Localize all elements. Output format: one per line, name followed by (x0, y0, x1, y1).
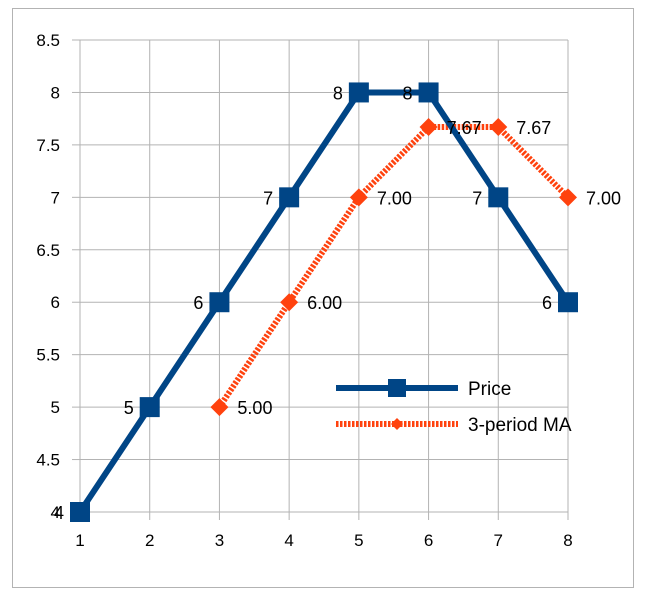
x-tick-label: 8 (563, 531, 572, 550)
legend-label: 3-period MA (468, 415, 572, 436)
y-tick-label: 6 (51, 293, 60, 312)
y-tick-label: 7.5 (36, 136, 60, 155)
series-layer: 4 5 6 7 8 8 7 6 5.00 6.00 7.00 7.67 7.67 7.00 (54, 82, 621, 523)
point-ma (559, 188, 577, 207)
legend-marker-price (388, 379, 406, 397)
data-label-ma: 7.00 (377, 188, 412, 208)
y-tick-label: 6.5 (36, 241, 60, 260)
point-price (418, 82, 439, 103)
point-price (279, 187, 300, 208)
point-price (488, 187, 509, 208)
x-tick-label: 7 (494, 531, 503, 550)
tick-labels: 4 4.5 5 5.5 6 6.5 7 7.5 8 8.5 1 2 3 4 5 6 7 8 (36, 31, 572, 550)
point-price (70, 502, 90, 522)
legend-label: Price (468, 379, 511, 400)
y-tick-label: 5.5 (36, 346, 60, 365)
data-label-ma: 6.00 (307, 293, 342, 313)
point-price (558, 292, 578, 313)
data-label-price: 5 (124, 398, 134, 418)
y-tick-label: 8 (51, 83, 60, 102)
y-tick-label: 7 (51, 188, 60, 207)
data-label-ma: 5.00 (237, 398, 272, 418)
x-tick-label: 5 (354, 531, 363, 550)
point-ma (280, 293, 299, 312)
data-label-ma: 7.67 (447, 118, 482, 138)
point-price (139, 397, 160, 418)
point-ma (210, 398, 229, 417)
data-label-price: 8 (403, 83, 413, 103)
series-line-ma (216, 124, 571, 409)
x-tick-label: 4 (284, 531, 293, 550)
data-label-ma: 7.67 (516, 118, 551, 138)
data-label-price: 6 (193, 293, 203, 313)
y-tick-label: 8.5 (36, 31, 60, 50)
y-tick-label: 4.5 (36, 451, 60, 470)
data-label-price: 6 (542, 293, 552, 313)
grid-lines (79, 39, 569, 513)
data-label-price: 4 (54, 503, 64, 523)
data-label-price: 7 (263, 188, 273, 208)
series-line-price (77, 89, 571, 514)
point-ma (419, 118, 438, 137)
y-tick-label: 4 (51, 503, 60, 522)
data-label-price: 8 (333, 83, 343, 103)
data-label-ma: 7.00 (586, 188, 621, 208)
x-tick-label: 6 (424, 531, 433, 550)
y-tick-label: 5 (51, 398, 60, 417)
axes (72, 39, 569, 520)
x-tick-label: 2 (145, 531, 154, 550)
point-ma (489, 118, 508, 137)
point-price (348, 82, 369, 103)
chart-frame (12, 8, 634, 588)
x-tick-label: 3 (215, 531, 224, 550)
point-price (209, 292, 230, 313)
x-tick-label: 1 (75, 531, 84, 550)
legend-marker-ma (391, 418, 403, 430)
legend: Price 3-period MA (336, 379, 572, 436)
data-label-price: 7 (472, 188, 482, 208)
point-ma (349, 188, 368, 207)
